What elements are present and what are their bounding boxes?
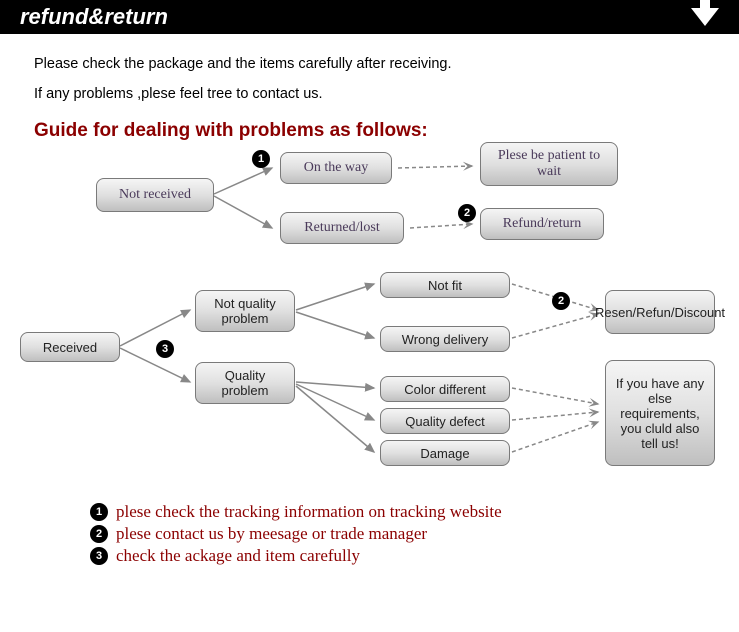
footnote-3: 3 check the ackage and item carefully (90, 546, 649, 566)
header-bar: refund&return (0, 0, 739, 34)
node-not-fit: Not fit (380, 272, 510, 298)
footnote-text-3: check the ackage and item carefully (116, 546, 360, 566)
footnote-badge-2: 2 (90, 525, 108, 543)
node-refund-return: Refund/return (480, 208, 604, 240)
node-returned-lost: Returned/lost (280, 212, 404, 244)
badge-b3: 3 (156, 340, 174, 358)
node-damage: Damage (380, 440, 510, 466)
node-patient: Plese be patient to wait (480, 142, 618, 186)
node-resen: Resen/Refun/Discount (605, 290, 715, 334)
footnote-text-1: plese check the tracking information on … (116, 502, 502, 522)
node-else-req: If you have any else requirements, you c… (605, 360, 715, 466)
node-quality: Quality problem (195, 362, 295, 404)
node-received: Received (20, 332, 120, 362)
footnote-2: 2 plese contact us by meesage or trade m… (90, 524, 649, 544)
node-quality-defect: Quality defect (380, 408, 510, 434)
intro-block: Please check the package and the items c… (0, 38, 739, 102)
intro-line-2: If any problems ,plese feel tree to cont… (34, 86, 705, 102)
badge-b2a: 2 (458, 204, 476, 222)
badge-b1a: 1 (252, 150, 270, 168)
badge-b2b: 2 (552, 292, 570, 310)
footnote-1: 1 plese check the tracking information o… (90, 502, 649, 522)
node-on-the-way: On the way (280, 152, 392, 184)
intro-line-1: Please check the package and the items c… (34, 56, 705, 72)
node-not-quality: Not quality problem (195, 290, 295, 332)
node-color-diff: Color different (380, 376, 510, 402)
footnote-text-2: plese contact us by meesage or trade man… (116, 524, 427, 544)
header-title: refund&return (20, 4, 168, 30)
node-not-received: Not received (96, 178, 214, 212)
footnote-badge-3: 3 (90, 547, 108, 565)
arrow-down-icon (691, 8, 719, 26)
flowchart-canvas: Not received On the way Returned/lost Plese… (0, 142, 739, 492)
node-wrong-delivery: Wrong delivery (380, 326, 510, 352)
footnote-badge-1: 1 (90, 503, 108, 521)
footnotes: 1 plese check the tracking information o… (0, 492, 739, 588)
guide-title: Guide for dealing with problems as follo… (0, 116, 739, 142)
